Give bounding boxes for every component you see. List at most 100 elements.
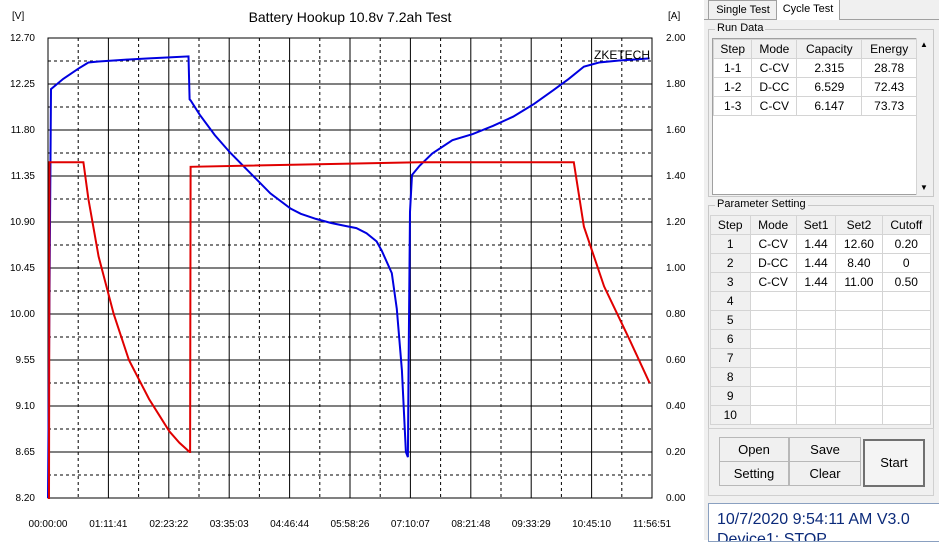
x-tick-label: 07:10:07 <box>391 519 430 530</box>
parameter-cell <box>835 367 883 387</box>
parameter-cell <box>749 329 797 349</box>
run-data-header-cell: Energy <box>861 39 917 59</box>
tab-cycle-test[interactable]: Cycle Test <box>776 0 840 20</box>
parameter-row[interactable]: 2 D-CC 1.44 8.40 0 <box>710 253 931 273</box>
parameter-header-cell: Mode <box>749 215 797 235</box>
parameter-cell: 10 <box>710 405 751 425</box>
parameter-row[interactable]: 5 <box>710 310 931 330</box>
parameter-row[interactable]: 8 <box>710 367 931 387</box>
run-data-cell: D-CC <box>751 77 798 97</box>
parameter-cell: 5 <box>710 310 751 330</box>
parameter-header-cell: Set1 <box>795 215 837 235</box>
parameter-cell: 1 <box>710 234 751 254</box>
parameter-row[interactable]: 4 <box>710 291 931 311</box>
parameter-header-cell: Cutoff <box>881 215 931 235</box>
parameter-cell <box>795 329 837 349</box>
y-right-tick-label: 1.40 <box>666 171 686 182</box>
run-data-row[interactable]: 1-2 D-CC 6.529 72.43 <box>713 77 917 97</box>
y-right-tick-label: 1.00 <box>666 263 686 274</box>
chart-svg: 12.70 12.25 11.80 11.35 10.90 10.45 10.00 9.55 9… <box>10 9 686 530</box>
run-data-scrollbar[interactable]: ▲ ▼ <box>916 38 932 195</box>
run-data-cell: 73.73 <box>861 96 917 116</box>
parameter-cell <box>749 348 797 368</box>
parameter-cell <box>835 291 883 311</box>
x-tick-label: 10:45:10 <box>572 519 611 530</box>
parameter-list: Step Mode Set1 Set2 Cutoff 1 C-CV 1.44 12.60 0.2… <box>710 215 931 425</box>
y-right-tick-label: 1.60 <box>666 125 686 136</box>
grid <box>48 38 652 498</box>
parameter-cell: 6 <box>710 329 751 349</box>
run-data-cell: 72.43 <box>861 77 917 97</box>
parameter-cell: 11.00 <box>835 272 883 292</box>
y-right-tick-label: 1.80 <box>666 79 686 90</box>
x-tick-label: 00:00:00 <box>29 519 68 530</box>
parameter-row[interactable]: 10 <box>710 405 931 425</box>
parameter-row[interactable]: 7 <box>710 348 931 368</box>
save-button[interactable]: Save <box>789 437 861 462</box>
start-button[interactable]: Start <box>863 439 925 487</box>
parameter-header: Step Mode Set1 Set2 Cutoff <box>710 215 931 235</box>
watermark-label: ZKETECH <box>594 48 650 62</box>
y-right-tick-label: 1.20 <box>666 217 686 228</box>
right-panel: Single Test Cycle Test Run Data Step Mode… <box>704 0 939 540</box>
scroll-down-icon[interactable]: ▼ <box>917 181 931 195</box>
run-data-group: Run Data Step Mode Capacity Energy 1-1 C-CV 2… <box>708 22 934 197</box>
parameter-cell <box>749 367 797 387</box>
parameter-cell: D-CC <box>749 253 797 273</box>
parameter-cell: 0.50 <box>881 272 931 292</box>
status-device: Device1: STOP <box>717 531 827 542</box>
x-tick-label: 11:56:51 <box>633 519 672 530</box>
chart-area: 12.70 12.25 11.80 11.35 10.90 10.45 10.00 9.55 9… <box>9 9 686 530</box>
setting-button[interactable]: Setting <box>719 461 789 486</box>
parameter-row[interactable]: 6 <box>710 329 931 349</box>
run-data-cell: C-CV <box>751 96 798 116</box>
parameter-cell <box>795 367 837 387</box>
parameter-header-cell: Set2 <box>835 215 883 235</box>
x-tick-label: 09:33:29 <box>512 519 551 530</box>
run-data-cell: 1-1 <box>713 58 753 78</box>
scroll-up-icon[interactable]: ▲ <box>917 38 931 52</box>
open-button[interactable]: Open <box>719 437 789 462</box>
parameter-cell <box>881 367 931 387</box>
parameter-row[interactable]: 9 <box>710 386 931 406</box>
parameter-cell <box>881 310 931 330</box>
parameter-row[interactable]: 3 C-CV 1.44 11.00 0.50 <box>710 272 931 292</box>
y-right-unit: [A] <box>668 11 680 22</box>
x-tick-label: 01:11:41 <box>89 519 128 530</box>
chart-title: Battery Hookup 10.8v 7.2ah Test <box>249 9 452 25</box>
parameter-cell <box>881 329 931 349</box>
run-data-header-cell: Step <box>713 39 753 59</box>
parameter-cell: 4 <box>710 291 751 311</box>
parameter-cell: 12.60 <box>835 234 883 254</box>
y-right-tick-label: 2.00 <box>666 33 686 44</box>
parameter-header-cell: Step <box>710 215 751 235</box>
run-data-header-cell: Capacity <box>796 39 863 59</box>
axis-labels: 12.70 12.25 11.80 11.35 10.90 10.45 10.00 9.55 9… <box>10 33 686 530</box>
tab-single-test[interactable]: Single Test <box>708 0 778 19</box>
parameter-cell <box>835 329 883 349</box>
run-data-row[interactable]: 1-3 C-CV 6.147 73.73 <box>713 96 917 116</box>
parameter-cell: C-CV <box>749 272 797 292</box>
parameter-cell: 8.40 <box>835 253 883 273</box>
parameter-cell <box>749 405 797 425</box>
y-left-tick-label: 9.10 <box>16 401 36 412</box>
x-tick-label: 02:23:22 <box>149 519 188 530</box>
parameter-group: Parameter Setting Step Mode Set1 Set2 Cutoff… <box>708 198 934 429</box>
run-data-table: Step Mode Capacity Energy 1-1 C-CV 2.315 28.78… <box>713 39 917 116</box>
parameter-row[interactable]: 1 C-CV 1.44 12.60 0.20 <box>710 234 931 254</box>
x-tick-label: 08:21:48 <box>451 519 490 530</box>
y-left-tick-label: 10.90 <box>10 217 35 228</box>
parameter-cell <box>881 348 931 368</box>
y-left-tick-label: 9.55 <box>16 355 36 366</box>
run-data-row[interactable]: 1-1 C-CV 2.315 28.78 <box>713 58 917 78</box>
parameter-cell: 9 <box>710 386 751 406</box>
clear-button[interactable]: Clear <box>789 461 861 486</box>
run-data-header: Step Mode Capacity Energy <box>713 39 917 59</box>
run-data-cell: 2.315 <box>796 58 863 78</box>
parameter-cell <box>835 310 883 330</box>
y-left-tick-label: 8.20 <box>16 493 36 504</box>
status-box: 10/7/2020 9:54:11 AM V3.0 Device1: STOP <box>708 503 939 542</box>
run-data-list: Step Mode Capacity Energy 1-1 C-CV 2.315 28.78… <box>712 38 918 195</box>
y-left-tick-label: 12.70 <box>10 33 35 44</box>
parameter-cell <box>795 405 837 425</box>
